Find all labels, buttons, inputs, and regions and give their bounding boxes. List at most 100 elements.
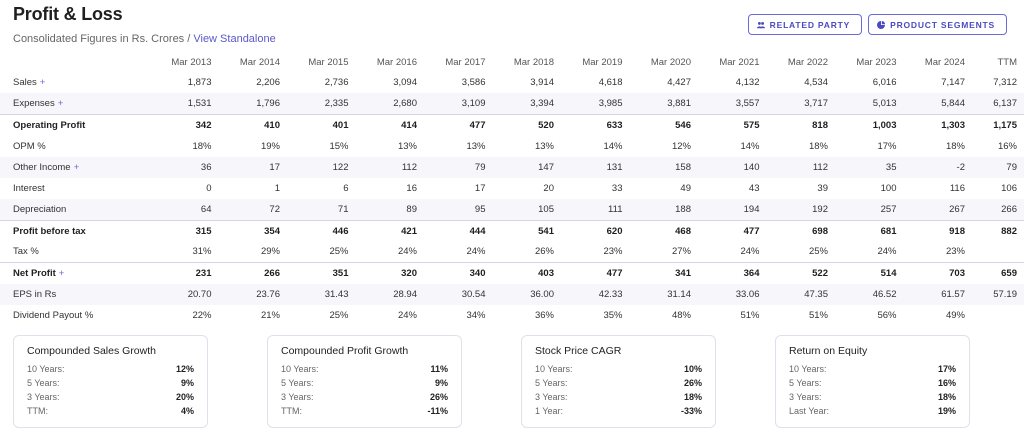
card-row-key: 5 Years:	[789, 378, 822, 388]
table-cell: 29%	[260, 246, 280, 258]
row-label-text: Dividend Payout %	[13, 310, 94, 322]
table-cell: 477	[561, 262, 630, 284]
card-row-key: 5 Years:	[27, 378, 60, 388]
product-segments-button[interactable]: PRODUCT SEGMENTS	[868, 14, 1007, 35]
column-header: Mar 2024	[924, 56, 965, 68]
table-cell: 1,796	[218, 93, 287, 115]
table-row: Depreciation 64 72 71 89 95 105 111 188 194 192 257…	[0, 199, 1024, 221]
page-subtitle: Consolidated Figures in Rs. Crores / Vie…	[13, 33, 276, 45]
table-row[interactable]: Net Profit +231 266 351 320 340 403 477 341 364 52…	[0, 262, 1024, 284]
table-cell: 79	[424, 156, 493, 178]
row-label: Operating Profit	[0, 113, 150, 136]
card-row-value: 12%	[175, 364, 194, 374]
column-header: Mar 2018	[513, 56, 554, 68]
page-title: Profit & Loss	[13, 4, 123, 24]
table-cell: 56%	[877, 310, 897, 322]
card-row-value: -11%	[427, 406, 448, 416]
row-label[interactable]: Sales +	[0, 72, 150, 93]
card-row: 3 Years: 20%	[27, 390, 194, 404]
table-cell: 5,013	[835, 93, 904, 115]
table-cell: 3,717	[766, 93, 835, 115]
table-cell: 15%	[329, 140, 349, 152]
row-label[interactable]: Other Income +	[0, 156, 150, 178]
users-icon	[756, 21, 765, 28]
expand-plus-icon[interactable]: +	[39, 77, 46, 89]
table-cell: 882	[972, 219, 1024, 242]
table-cell: 341	[629, 262, 698, 284]
table-row[interactable]: Other Income +36 17 122 112 79 147 131 158 140 112…	[0, 156, 1024, 178]
card-row-value: 19%	[937, 406, 956, 416]
expand-plus-icon[interactable]: +	[57, 98, 64, 110]
table-cell: 446	[287, 219, 356, 242]
table-cell: 1,531	[150, 93, 219, 115]
table-cell: 5,844	[903, 93, 972, 115]
table-cell: 24%	[397, 310, 417, 322]
table-cell: 18%	[192, 140, 212, 152]
table-cell: 14%	[740, 140, 760, 152]
table-row: Tax % 31% 29% 25% 24% 24% 26% 23% 27% 24% 25% 24% 23…	[0, 242, 1024, 263]
table-cell	[972, 242, 1024, 263]
card-row-key: 3 Years:	[535, 392, 568, 402]
card-row-key: TTM:	[281, 406, 302, 416]
table-cell: 33.06	[698, 283, 767, 306]
column-header: Mar 2016	[376, 56, 417, 68]
table-cell: 147	[492, 156, 561, 178]
table-cell: 267	[903, 199, 972, 221]
card-title: Return on Equity	[789, 345, 868, 357]
table-cell: 16	[406, 183, 417, 195]
table-cell: 95	[424, 199, 493, 221]
expand-plus-icon[interactable]: +	[73, 161, 80, 173]
table-cell: 2,680	[355, 93, 424, 115]
table-cell: 477	[424, 113, 493, 136]
table-cell: 414	[355, 113, 424, 136]
table-cell: 522	[766, 262, 835, 284]
column-header: Mar 2013	[171, 56, 212, 68]
view-standalone-link[interactable]: View Standalone	[193, 33, 276, 45]
table-row[interactable]: Sales +1,873 2,206 2,736 3,094 3,586 3,914 4,61…	[0, 72, 1024, 93]
row-label[interactable]: Net Profit +	[0, 262, 150, 284]
table-cell: 122	[287, 156, 356, 178]
page-header: Profit & Loss Consolidated Figures in Rs…	[13, 4, 276, 45]
row-label-text: Sales	[13, 77, 37, 89]
card-row-key: 3 Years:	[789, 392, 822, 402]
table-cell: 28.94	[355, 283, 424, 306]
card-row-value: -33%	[680, 406, 702, 416]
card-title: Compounded Profit Growth	[281, 345, 409, 357]
row-label[interactable]: Expenses +	[0, 93, 150, 115]
table-cell: 26%	[534, 246, 554, 258]
table-cell: 3,109	[424, 93, 493, 115]
table-cell: 47.35	[766, 283, 835, 306]
card-row-value: 4%	[180, 406, 194, 416]
table-cell: 0	[206, 183, 212, 195]
table-cell: 13%	[534, 140, 554, 152]
card-row: 10 Years: 10%	[535, 362, 702, 376]
growth-card: Compounded Sales Growth 10 Years: 12% 5 Yea…	[13, 335, 208, 428]
row-label: Tax %	[0, 242, 150, 263]
table-cell: 698	[766, 219, 835, 242]
card-row: 5 Years: 9%	[281, 376, 448, 390]
table-cell: 36%	[534, 310, 554, 322]
row-label-text: Depreciation	[13, 203, 67, 215]
table-cell: 12%	[671, 140, 691, 152]
card-row-value: 18%	[683, 392, 702, 402]
table-cell: 342	[150, 113, 219, 136]
table-cell: 27%	[671, 246, 691, 258]
table-cell: 49	[680, 183, 691, 195]
table-cell: 17	[474, 183, 486, 195]
segments-icon	[877, 20, 886, 29]
table-cell: 2,335	[287, 93, 356, 115]
table-cell: 18%	[808, 140, 828, 152]
table-cell: 106	[1001, 183, 1017, 195]
card-row-key: 10 Years:	[789, 364, 827, 374]
table-cell: 401	[287, 113, 356, 136]
table-cell: 266	[218, 262, 287, 284]
table-cell: 25%	[329, 246, 349, 258]
card-row-key: 10 Years:	[281, 364, 319, 374]
card-row-key: Last Year:	[789, 406, 830, 416]
table-cell: 31.14	[629, 283, 698, 306]
table-row[interactable]: Expenses +1,531 1,796 2,335 2,680 3,109 3,394 3…	[0, 93, 1024, 115]
expand-plus-icon[interactable]: +	[58, 268, 65, 280]
related-party-button[interactable]: RELATED PARTY	[747, 14, 863, 35]
table-cell: 89	[355, 199, 424, 221]
table-cell: 421	[355, 219, 424, 242]
